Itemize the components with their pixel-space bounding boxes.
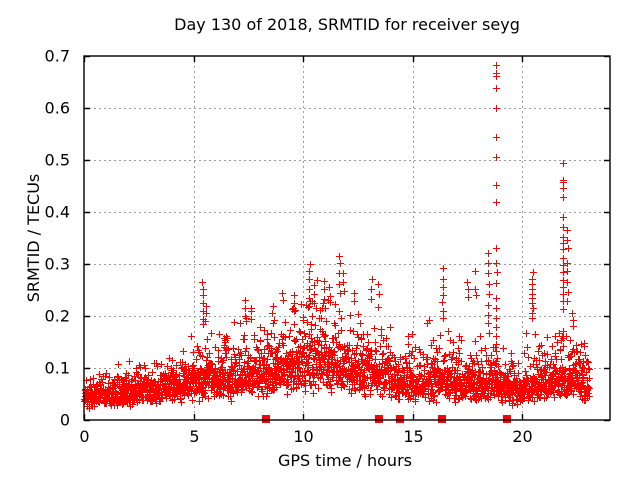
y-tick-label: 0.7 bbox=[45, 47, 70, 66]
tick-marks bbox=[83, 55, 610, 422]
y-tick-label: 0.3 bbox=[45, 255, 70, 274]
flag-square-series bbox=[262, 415, 511, 423]
flag-square-marker bbox=[503, 415, 511, 423]
x-tick-label: 5 bbox=[189, 427, 199, 446]
y-tick-label: 0 bbox=[60, 411, 70, 430]
flag-square-marker bbox=[375, 415, 383, 423]
y-tick-label: 0.2 bbox=[45, 307, 70, 326]
y-tick-label: 0.4 bbox=[45, 203, 70, 222]
x-axis-label: GPS time / hours bbox=[278, 451, 412, 470]
flag-square-marker bbox=[262, 415, 270, 423]
axis-ticks bbox=[83, 55, 610, 422]
flag-square-marker bbox=[396, 415, 404, 423]
x-tick-label: 20 bbox=[512, 427, 532, 446]
flag-square-marker bbox=[438, 415, 446, 423]
axis-tick-labels: 0 0.1 0.2 0.3 0.4 0.5 0.6 0.7 0 5 10 15 20 bbox=[45, 47, 533, 447]
y-axis-label: SRMTID / TECUs bbox=[24, 174, 43, 303]
x-tick-label: 0 bbox=[79, 427, 89, 446]
y-tick-label: 0.6 bbox=[45, 99, 70, 118]
chart-title: Day 130 of 2018, SRMTID for receiver sey… bbox=[174, 15, 520, 34]
y-tick-label: 0.1 bbox=[45, 359, 70, 378]
grid-lines bbox=[84, 56, 610, 420]
y-tick-label: 0.5 bbox=[45, 151, 70, 170]
x-tick-label: 15 bbox=[403, 427, 423, 446]
x-tick-label: 10 bbox=[293, 427, 313, 446]
plot-border bbox=[83, 55, 611, 421]
